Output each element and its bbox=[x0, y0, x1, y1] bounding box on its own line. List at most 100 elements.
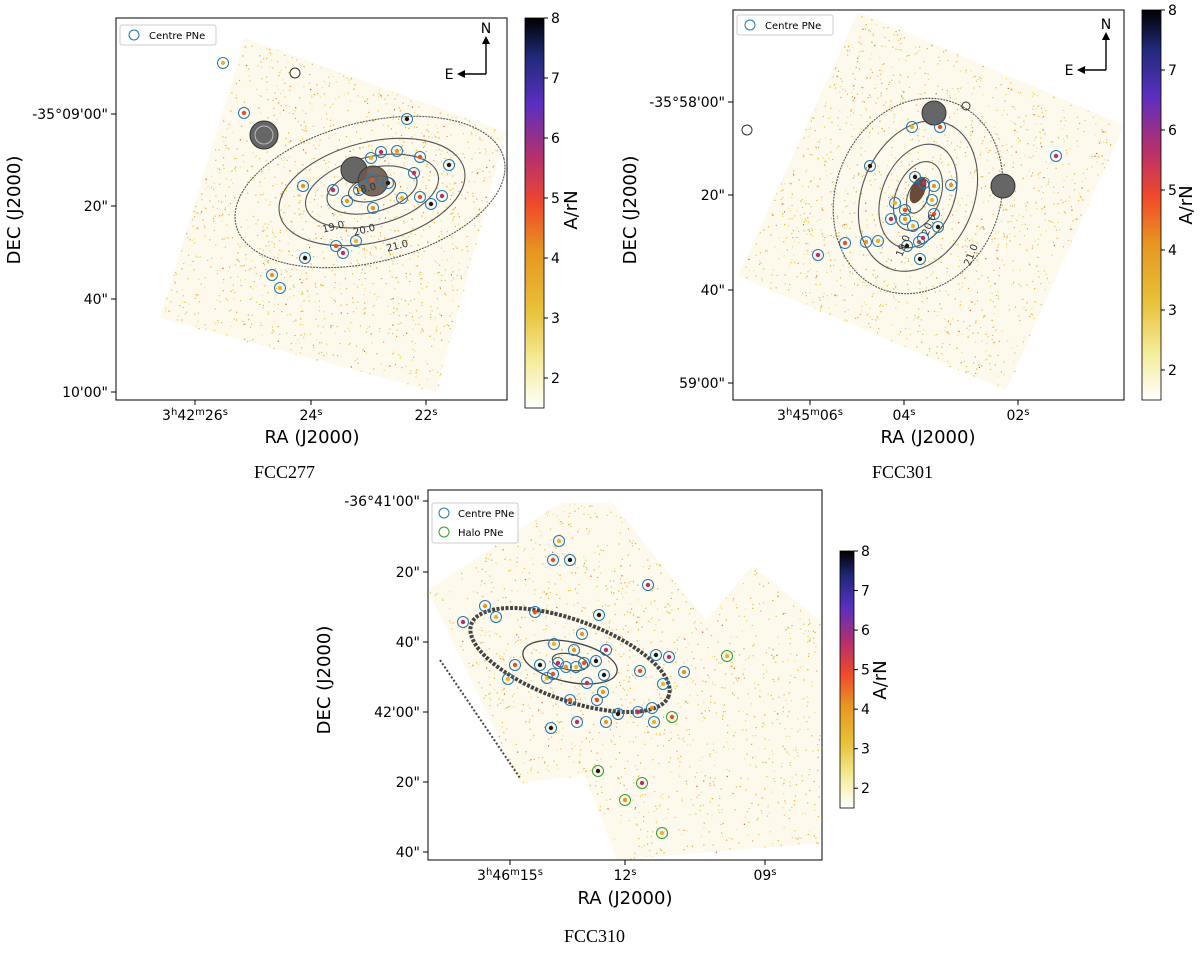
fcc277-contour-label: 20.0 bbox=[352, 223, 376, 239]
noise-pixel bbox=[321, 351, 323, 353]
noise-pixel bbox=[657, 745, 659, 747]
noise-pixel bbox=[553, 760, 555, 762]
noise-pixel bbox=[440, 373, 442, 375]
noise-pixel bbox=[277, 88, 279, 91]
noise-pixel bbox=[736, 680, 738, 682]
noise-pixel bbox=[660, 572, 662, 574]
noise-pixel bbox=[249, 241, 251, 243]
noise-pixel bbox=[412, 319, 414, 321]
noise-pixel bbox=[396, 215, 398, 217]
noise-pixel bbox=[323, 257, 325, 259]
noise-pixel bbox=[585, 666, 587, 668]
noise-pixel bbox=[632, 741, 634, 743]
noise-pixel bbox=[1026, 250, 1028, 252]
noise-pixel bbox=[984, 185, 987, 187]
noise-pixel bbox=[876, 23, 878, 25]
noise-pixel bbox=[334, 332, 336, 334]
noise-pixel bbox=[807, 217, 809, 219]
noise-pixel bbox=[589, 784, 591, 786]
noise-pixel bbox=[494, 673, 496, 675]
noise-pixel bbox=[458, 123, 461, 125]
fcc310-pn-core bbox=[574, 719, 580, 725]
noise-pixel bbox=[388, 162, 390, 165]
noise-pixel bbox=[777, 679, 780, 681]
noise-pixel bbox=[365, 331, 368, 333]
noise-pixel bbox=[1019, 269, 1021, 271]
noise-pixel bbox=[531, 557, 533, 559]
y-tick-label: 42'00" bbox=[374, 705, 420, 721]
noise-pixel bbox=[770, 287, 772, 289]
noise-pixel bbox=[399, 254, 401, 256]
noise-pixel bbox=[791, 233, 793, 235]
noise-pixel bbox=[981, 365, 983, 367]
noise-pixel bbox=[231, 92, 233, 94]
noise-pixel bbox=[782, 213, 784, 215]
noise-pixel bbox=[498, 698, 500, 700]
noise-pixel bbox=[669, 612, 671, 614]
noise-pixel bbox=[259, 181, 261, 183]
noise-pixel bbox=[854, 97, 856, 99]
noise-pixel bbox=[188, 254, 190, 256]
noise-pixel bbox=[1074, 218, 1076, 220]
noise-pixel bbox=[576, 688, 578, 690]
noise-pixel bbox=[269, 201, 271, 203]
noise-pixel bbox=[352, 273, 354, 275]
noise-pixel bbox=[371, 164, 373, 166]
noise-pixel bbox=[1094, 155, 1096, 157]
noise-pixel bbox=[366, 102, 369, 104]
noise-pixel bbox=[759, 696, 761, 698]
noise-pixel bbox=[746, 713, 748, 715]
noise-pixel bbox=[954, 93, 956, 95]
noise-pixel bbox=[235, 170, 237, 172]
noise-pixel bbox=[462, 132, 464, 135]
noise-pixel bbox=[333, 215, 335, 217]
noise-pixel bbox=[982, 140, 984, 142]
noise-pixel bbox=[350, 78, 353, 80]
noise-pixel bbox=[414, 350, 416, 352]
noise-pixel bbox=[1105, 131, 1107, 133]
noise-pixel bbox=[1003, 235, 1006, 237]
fcc310-legend-centre-label: Centre PNe bbox=[458, 509, 514, 520]
noise-pixel bbox=[1020, 285, 1022, 287]
noise-pixel bbox=[853, 187, 855, 189]
noise-pixel bbox=[418, 106, 420, 108]
noise-pixel bbox=[699, 809, 701, 811]
noise-pixel bbox=[260, 275, 262, 277]
noise-pixel bbox=[881, 247, 883, 249]
noise-pixel bbox=[485, 196, 487, 198]
fcc301-pn-core bbox=[912, 174, 918, 180]
noise-pixel bbox=[777, 595, 779, 597]
fcc277-pn-marker bbox=[238, 107, 250, 119]
noise-pixel bbox=[802, 206, 804, 208]
noise-pixel bbox=[570, 525, 572, 527]
noise-pixel bbox=[885, 260, 888, 263]
noise-pixel bbox=[727, 724, 729, 726]
noise-pixel bbox=[409, 280, 411, 282]
noise-pixel bbox=[543, 591, 545, 593]
noise-pixel bbox=[573, 717, 575, 719]
fcc301-colorbar bbox=[1141, 9, 1162, 401]
noise-pixel bbox=[438, 149, 440, 151]
noise-pixel bbox=[328, 137, 330, 139]
noise-pixel bbox=[327, 166, 329, 168]
noise-pixel bbox=[836, 215, 838, 217]
noise-pixel bbox=[422, 212, 425, 214]
noise-pixel bbox=[391, 136, 393, 138]
noise-pixel bbox=[801, 199, 804, 201]
noise-pixel bbox=[1052, 241, 1054, 243]
y-tick-label: 20" bbox=[84, 199, 108, 215]
noise-pixel bbox=[742, 729, 744, 731]
noise-pixel bbox=[410, 245, 412, 247]
noise-pixel bbox=[429, 335, 431, 338]
fcc277-compass-n: N bbox=[481, 21, 491, 37]
noise-pixel bbox=[182, 306, 184, 309]
noise-pixel bbox=[936, 246, 938, 248]
noise-pixel bbox=[932, 285, 934, 287]
noise-pixel bbox=[500, 150, 502, 152]
noise-pixel bbox=[311, 268, 313, 270]
noise-pixel bbox=[851, 272, 854, 275]
noise-pixel bbox=[309, 251, 311, 253]
noise-pixel bbox=[607, 808, 609, 810]
noise-pixel bbox=[398, 315, 400, 317]
fcc301-caption: FCC301 bbox=[872, 462, 934, 482]
